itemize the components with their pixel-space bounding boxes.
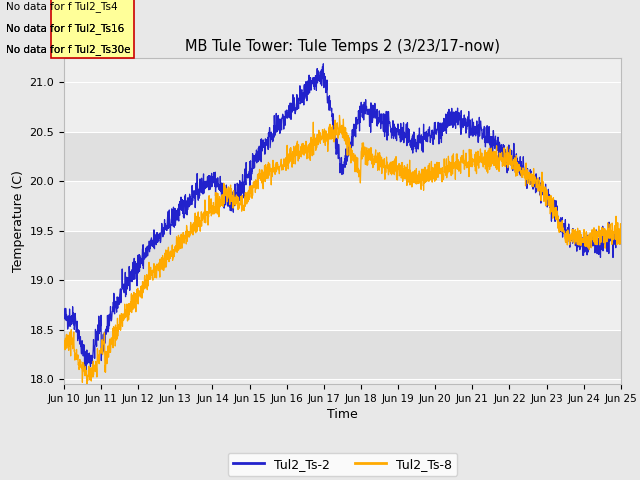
Text: No data for f Tul2_Ts16: No data for f Tul2_Ts16 [6,23,125,34]
Text: No data for f Tul2_Ts30e: No data for f Tul2_Ts30e [6,44,131,55]
Text: No data for f Tul2_Ts30e: No data for f Tul2_Ts30e [6,44,131,55]
Bar [64,83,621,132]
Bar [64,181,621,231]
Bar [64,132,621,181]
Bar [64,280,621,330]
X-axis label: Time: Time [327,408,358,421]
Bar [64,231,621,280]
Text: No data for f Tul2_Ts4: No data for f Tul2_Ts4 [6,1,118,12]
Legend: Tul2_Ts-2, Tul2_Ts-8: Tul2_Ts-2, Tul2_Ts-8 [228,453,457,476]
Y-axis label: Temperature (C): Temperature (C) [12,170,26,272]
Text: No data for f Tul2_Ts16: No data for f Tul2_Ts16 [6,23,125,34]
Title: MB Tule Tower: Tule Temps 2 (3/23/17-now): MB Tule Tower: Tule Temps 2 (3/23/17-now… [185,39,500,54]
Bar [64,330,621,379]
